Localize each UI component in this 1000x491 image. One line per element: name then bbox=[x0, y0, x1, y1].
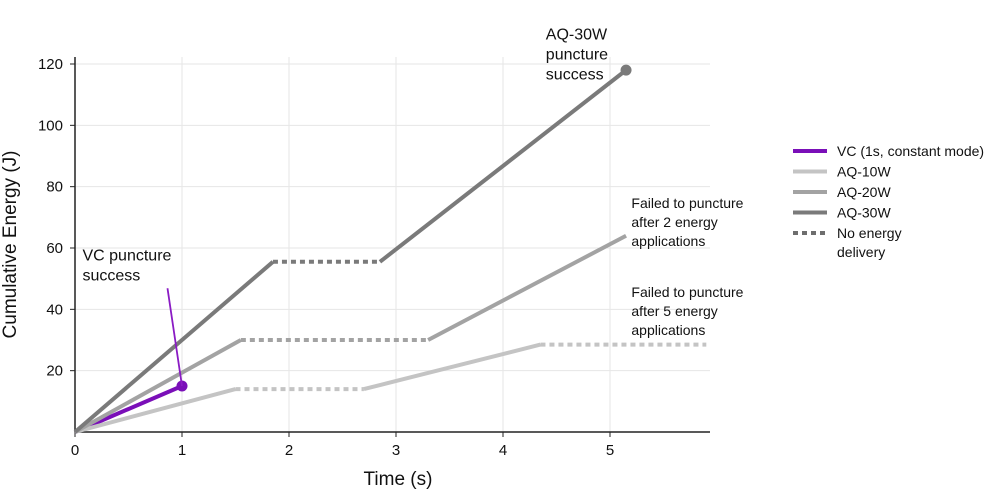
series-aq-10w bbox=[74, 342, 707, 434]
series-segment bbox=[74, 338, 242, 434]
x-tick-label: 5 bbox=[606, 442, 614, 459]
legend-label: AQ-10W bbox=[837, 164, 891, 180]
series-segment bbox=[74, 387, 237, 434]
annotation-text-line: success bbox=[546, 66, 604, 83]
legend-label: delivery bbox=[837, 244, 885, 260]
legend-label: AQ-30W bbox=[837, 205, 891, 221]
legend-label: AQ-20W bbox=[837, 184, 891, 200]
annotation-pointer-line bbox=[166, 288, 183, 387]
annotation-text-line: after 5 energy bbox=[631, 303, 717, 319]
annotation: Failed to puncture after 5 energy applicat… bbox=[631, 284, 743, 338]
y-tick-label: 60 bbox=[46, 240, 63, 257]
x-axis-title: Time (s) bbox=[364, 469, 433, 490]
series-segment bbox=[378, 68, 628, 264]
y-axis-title: Cumulative Energy (J) bbox=[0, 151, 21, 339]
y-tick-label: 80 bbox=[46, 179, 63, 196]
y-tick-label: 20 bbox=[46, 363, 63, 380]
annotation-text-line: VC puncture bbox=[82, 247, 171, 264]
y-tick-label: 120 bbox=[38, 56, 63, 73]
series-segment bbox=[73, 260, 275, 434]
annotation-text-line: Failed to puncture bbox=[631, 195, 743, 211]
annotation-text-line: after 2 energy bbox=[631, 214, 717, 230]
annotation: VC puncture success bbox=[82, 247, 183, 387]
legend-label: VC (1s, constant mode) bbox=[837, 143, 984, 159]
x-tick-label: 2 bbox=[285, 442, 293, 459]
series-segment bbox=[363, 342, 541, 392]
annotation-text-line: applications bbox=[631, 322, 705, 338]
annotation-text-line: AQ-30W bbox=[546, 26, 608, 43]
x-tick-label: 3 bbox=[392, 442, 400, 459]
grid-lines bbox=[75, 57, 710, 432]
annotation-text-line: puncture bbox=[546, 46, 608, 63]
annotation-text-line: success bbox=[82, 267, 140, 284]
series-segment bbox=[427, 233, 627, 342]
y-tick-label: 40 bbox=[46, 301, 63, 318]
legend: VC (1s, constant mode) AQ-10W AQ-20W AQ-30W… bbox=[793, 143, 984, 260]
annotation-text-line: applications bbox=[631, 233, 705, 249]
y-tick-label: 100 bbox=[38, 117, 63, 134]
x-tick-label: 1 bbox=[178, 442, 186, 459]
x-tick-label: 0 bbox=[71, 442, 79, 459]
legend-label: No energy bbox=[837, 225, 902, 241]
annotation: AQ-30W puncture success bbox=[546, 26, 627, 83]
annotation-text-line: Failed to puncture bbox=[631, 284, 743, 300]
annotation: Failed to puncture after 2 energy applicat… bbox=[631, 195, 743, 249]
series-aq-20w bbox=[74, 233, 627, 434]
x-tick-label: 4 bbox=[499, 442, 507, 459]
